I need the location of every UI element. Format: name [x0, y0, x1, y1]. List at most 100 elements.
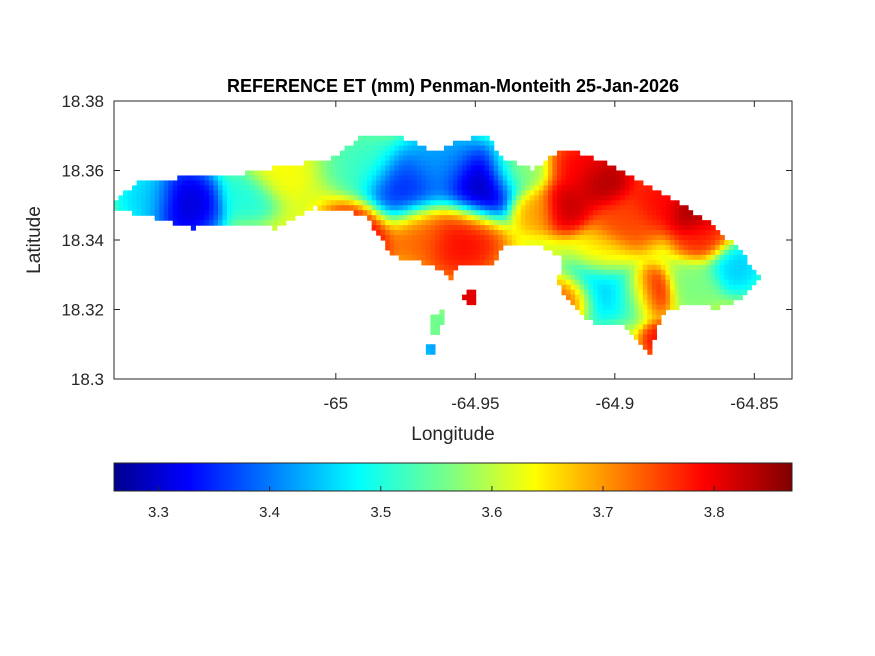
raster-cell [570, 150, 576, 157]
raster-cell [697, 289, 703, 296]
raster-cell [371, 200, 377, 206]
raster-cell [629, 185, 635, 191]
raster-cell [421, 180, 427, 186]
raster-cell [647, 299, 653, 306]
raster-cell [719, 254, 725, 261]
raster-cell [398, 140, 404, 147]
raster-cell [199, 220, 205, 226]
raster-cell [245, 200, 251, 206]
raster-cell [353, 210, 359, 216]
raster-cell [480, 244, 486, 251]
raster-cell [367, 135, 373, 142]
raster-cell [489, 175, 495, 182]
raster-cell [462, 220, 468, 226]
raster-cell [466, 210, 472, 216]
raster-cell [561, 200, 567, 206]
raster-cell [172, 180, 178, 186]
raster-cell [493, 185, 499, 191]
raster-cell [570, 289, 576, 296]
raster-cell [430, 215, 436, 221]
raster-cell [579, 279, 585, 286]
raster-cell [335, 160, 341, 167]
raster-cell [303, 165, 309, 172]
raster-cell [642, 240, 648, 246]
raster-cell [439, 235, 445, 241]
raster-cell [177, 215, 183, 221]
raster-cell [688, 220, 694, 226]
raster-cell [349, 200, 355, 206]
raster-cell [321, 195, 328, 201]
raster-cell [394, 240, 400, 246]
raster-cell [579, 249, 585, 256]
raster-cell [498, 244, 504, 251]
raster-cell [647, 319, 653, 325]
raster-cell [344, 185, 350, 191]
raster-cell [236, 190, 242, 196]
raster-cell [733, 294, 739, 301]
raster-cell [267, 200, 273, 206]
raster-cell [692, 299, 698, 306]
raster-cell [566, 195, 572, 201]
raster-cell [412, 140, 418, 147]
raster-cell [575, 235, 581, 241]
raster-cell [412, 225, 418, 231]
raster-cell [398, 165, 404, 172]
raster-cell [615, 205, 621, 211]
raster-cell [303, 170, 309, 177]
raster-cell [123, 205, 129, 211]
raster-cell [561, 220, 567, 226]
raster-cell [380, 165, 386, 172]
raster-cell [602, 249, 608, 256]
raster-cell [308, 175, 314, 182]
raster-cell [407, 170, 413, 177]
raster-cell [692, 274, 698, 281]
raster-cell [217, 190, 224, 196]
raster-cell [150, 200, 156, 206]
raster-cell [651, 210, 657, 216]
raster-cell [330, 155, 337, 162]
raster-cell [597, 210, 603, 216]
raster-cell [425, 220, 431, 226]
raster-cell [303, 175, 309, 182]
raster-cell [466, 230, 472, 236]
raster-cell [258, 170, 264, 177]
raster-cell [462, 160, 468, 167]
raster-cell [217, 210, 224, 216]
raster-cell [493, 240, 499, 246]
raster-cell [276, 190, 282, 196]
raster-cell [602, 269, 608, 276]
raster-cell [724, 244, 730, 251]
raster-cell [507, 225, 513, 231]
raster-cell [570, 190, 576, 196]
raster-cell [290, 185, 296, 191]
raster-cell [434, 264, 441, 271]
raster-cell [168, 215, 174, 221]
raster-cell [493, 210, 499, 216]
raster-cell [552, 200, 558, 206]
raster-cell [453, 190, 459, 196]
raster-cell [561, 215, 567, 221]
raster-cell [602, 309, 608, 316]
raster-cell [674, 220, 680, 226]
raster-cell [267, 210, 273, 216]
raster-cell [602, 210, 608, 216]
raster-cell [597, 299, 603, 306]
raster-cell [679, 230, 685, 236]
raster-cell [638, 210, 644, 216]
raster-cell [385, 200, 391, 206]
raster-cell [529, 200, 535, 206]
raster-cell [566, 170, 572, 177]
raster-cell [227, 200, 233, 206]
raster-cell [597, 319, 603, 325]
raster-cell [611, 264, 617, 271]
raster-cell [566, 240, 572, 246]
raster-cell [407, 210, 413, 216]
raster-cell [566, 244, 572, 251]
raster-cell [222, 205, 228, 211]
raster-cell [453, 165, 459, 172]
raster-cell [624, 314, 630, 321]
raster-cell [258, 210, 264, 216]
raster-cell [620, 175, 626, 182]
raster-cell [629, 264, 635, 271]
raster-cell [475, 155, 481, 162]
